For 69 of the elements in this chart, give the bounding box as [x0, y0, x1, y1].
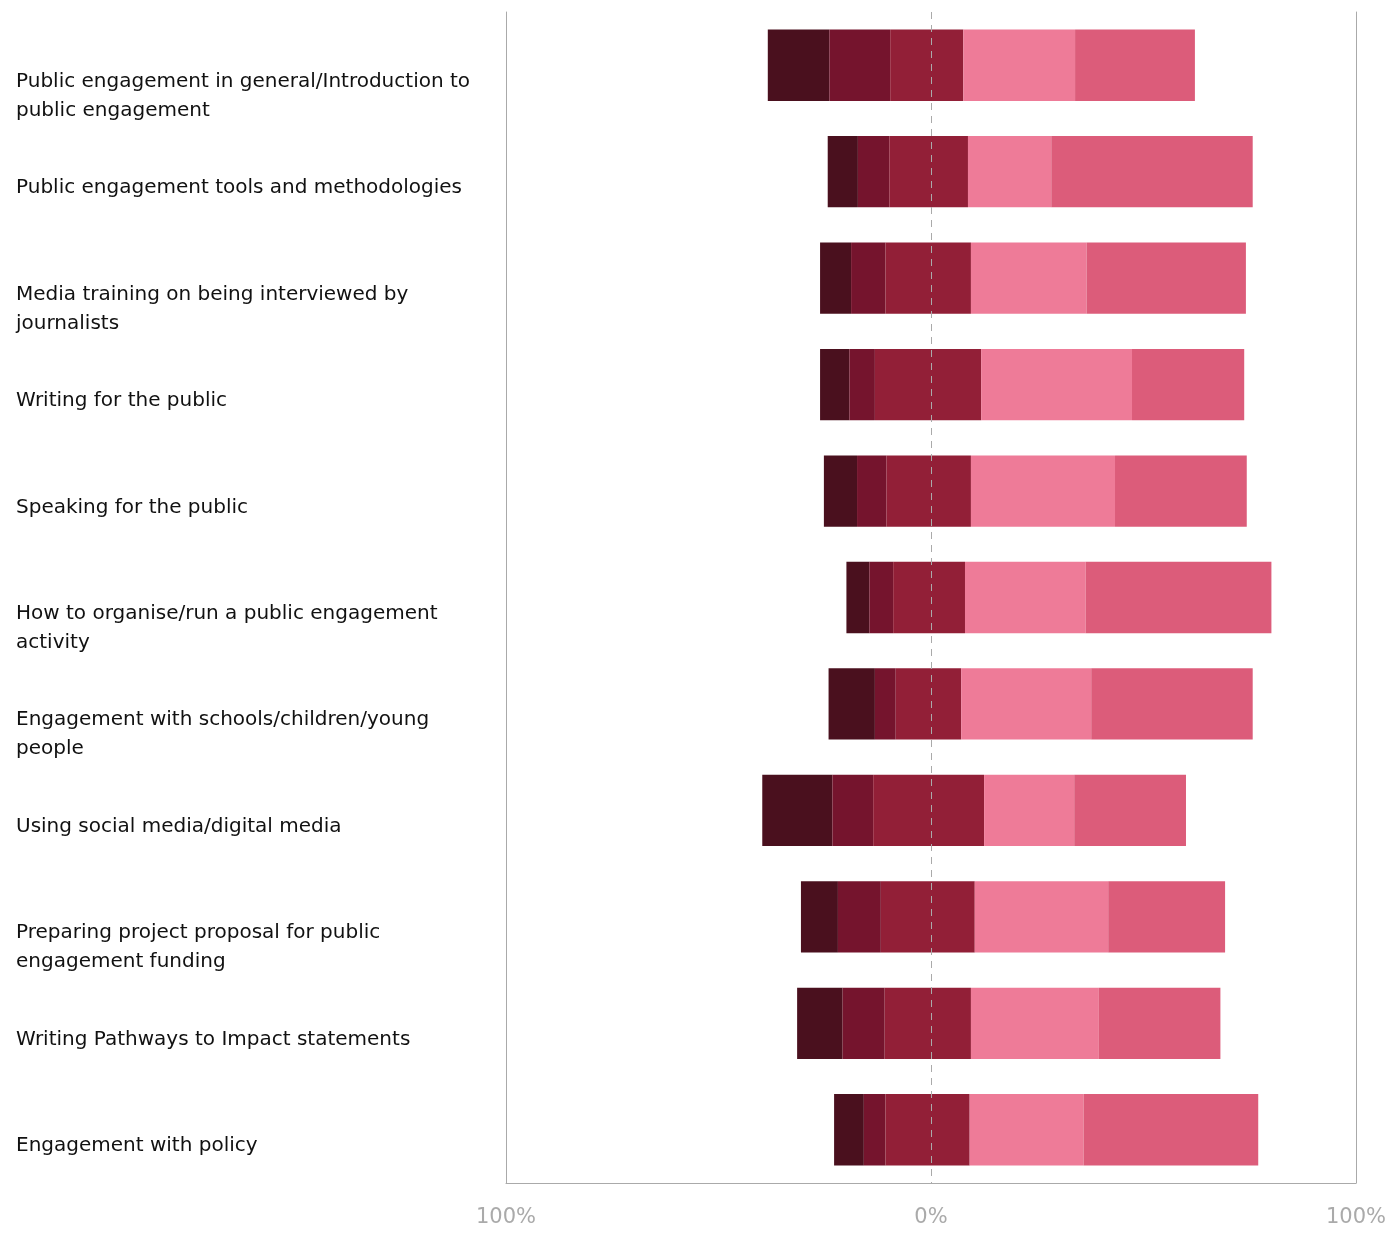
bar	[984, 774, 1075, 847]
bar	[851, 242, 886, 314]
bar	[1075, 29, 1195, 101]
bar	[963, 29, 1076, 101]
y-tick-label: Writing Pathways to Impact statements	[16, 1025, 411, 1050]
bar	[1108, 881, 1226, 953]
bar	[969, 1094, 1084, 1166]
y-tick-label: Writing for the public	[16, 387, 227, 412]
bar	[849, 348, 875, 421]
y-tick-label: Engagement with schools/children/young people	[16, 706, 436, 760]
bar	[827, 136, 858, 208]
bar	[1051, 136, 1253, 208]
bar	[797, 987, 843, 1059]
bar	[767, 29, 830, 101]
bar	[874, 668, 896, 740]
bar	[890, 29, 964, 101]
bar	[1098, 987, 1221, 1059]
bar	[846, 561, 870, 634]
bar	[834, 1094, 864, 1166]
bar	[873, 774, 985, 847]
bar	[1083, 1094, 1259, 1166]
bar	[885, 242, 971, 314]
y-tick-label: Preparing project proposal for public engagement funding	[16, 919, 387, 973]
bar	[880, 881, 975, 953]
y-tick-label: How to organise/run a public engagement activity	[16, 600, 444, 653]
x-tick-label: 100%	[475, 1203, 537, 1228]
x-tick-label: 100%	[1325, 1203, 1387, 1228]
bar	[874, 348, 982, 421]
bar	[1132, 348, 1245, 421]
bar	[842, 987, 885, 1059]
x-tick-label: 0%	[914, 1203, 948, 1228]
bar	[832, 774, 874, 847]
y-tick-label: Media training on being interviewed by journalists	[15, 280, 415, 334]
bar	[1091, 668, 1253, 740]
bar	[820, 242, 852, 314]
bar	[829, 29, 891, 101]
bar	[1074, 774, 1186, 847]
bar	[869, 561, 894, 634]
bar	[828, 668, 875, 740]
bar	[1115, 455, 1247, 527]
bar	[889, 136, 968, 208]
bar	[964, 561, 1086, 634]
bar	[762, 774, 833, 847]
bar	[1085, 561, 1272, 634]
bar	[820, 348, 850, 421]
bar	[886, 455, 971, 527]
bar	[970, 455, 1116, 527]
bar	[967, 136, 1052, 208]
bar	[961, 668, 1092, 740]
bar	[974, 881, 1109, 953]
bar	[800, 881, 838, 953]
bar	[1086, 242, 1246, 314]
bar	[823, 455, 858, 527]
bar	[885, 1094, 970, 1166]
bar	[863, 1094, 886, 1166]
bar	[981, 348, 1133, 421]
bar	[895, 668, 962, 740]
bar	[857, 136, 890, 208]
y-tick-label: Public engagement in general/Introduction to public engagement	[16, 67, 477, 121]
y-tick-label: Using social media/digital media	[16, 812, 342, 837]
bar	[893, 561, 965, 634]
bar	[837, 881, 881, 953]
y-tick-label: Speaking for the public	[16, 493, 249, 518]
y-tick-label: Public engagement tools and methodologies	[16, 174, 463, 199]
y-tick-label: Engagement with policy	[16, 1132, 258, 1157]
bar	[857, 455, 887, 527]
bar	[970, 242, 1087, 314]
bar	[884, 987, 971, 1059]
bar	[970, 987, 1099, 1059]
